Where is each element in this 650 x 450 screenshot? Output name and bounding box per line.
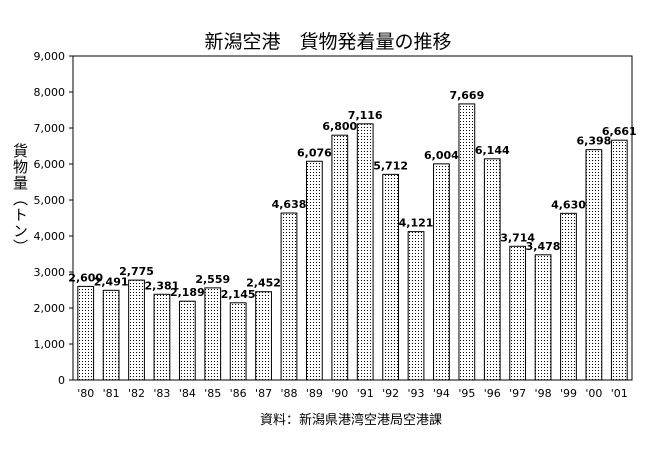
data-label: 6,661 (602, 125, 637, 138)
data-label: 6,076 (297, 146, 332, 159)
data-label: 2,600 (68, 271, 103, 284)
data-label: 2,491 (94, 275, 129, 288)
x-tick-label: '93 (408, 387, 425, 400)
y-tick-label: 3,000 (34, 266, 66, 279)
bar (204, 287, 222, 381)
data-label: 7,116 (348, 109, 383, 122)
y-tick-label: 1,000 (34, 338, 66, 351)
bar (128, 279, 145, 381)
data-label: 6,398 (576, 135, 611, 148)
x-tick-label: '91 (357, 387, 374, 400)
x-tick-label: '80 (77, 387, 94, 400)
data-label: 6,004 (424, 149, 459, 162)
y-tick-label: 4,000 (34, 230, 66, 243)
data-label: 4,121 (399, 217, 434, 230)
bar (178, 300, 196, 381)
data-label: 3,478 (526, 240, 561, 253)
y-tick-label: 7,000 (34, 122, 66, 135)
x-tick-label: '92 (382, 387, 399, 400)
y-tick-label: 9,000 (34, 50, 66, 63)
bar (483, 158, 501, 381)
x-tick-label: '87 (255, 387, 272, 400)
x-tick-label: '83 (153, 387, 170, 400)
data-label: 7,669 (449, 89, 484, 102)
bar (585, 149, 603, 381)
bar (433, 163, 450, 381)
x-tick-label: '89 (306, 387, 323, 400)
data-label: 3,714 (500, 231, 535, 244)
chart-title: 新潟空港 貨物発着量の推移 (204, 31, 451, 53)
x-tick-label: '88 (280, 387, 297, 400)
bar (229, 302, 247, 381)
bar (306, 160, 323, 381)
data-label: 6,800 (322, 120, 357, 133)
plot-frame (72, 55, 633, 381)
x-tick-label: '96 (484, 387, 501, 400)
bar (534, 254, 552, 381)
source-note: 資料：新潟県港湾空港局空港課 (260, 412, 442, 428)
y-axis-label: 貨物量（トン） (11, 143, 29, 255)
bar (356, 123, 374, 381)
data-label: 2,775 (119, 265, 154, 278)
y-tick-label: 2,000 (34, 302, 66, 315)
data-label: 4,638 (272, 198, 307, 211)
data-label: 2,559 (195, 273, 230, 286)
data-label: 4,630 (551, 198, 586, 211)
y-tick-label: 8,000 (34, 86, 66, 99)
x-tick-label: '94 (433, 387, 450, 400)
bar (255, 291, 272, 381)
bar (458, 103, 476, 381)
x-tick-label: '85 (204, 387, 221, 400)
bar (407, 231, 425, 381)
bar (509, 245, 527, 381)
data-label: 6,144 (475, 144, 510, 157)
bar (77, 285, 95, 381)
x-tick-label: '86 (230, 387, 247, 400)
data-label: 2,145 (221, 288, 256, 301)
x-tick-label: '84 (179, 387, 196, 400)
bar (382, 173, 399, 381)
bar (560, 212, 577, 381)
bar (610, 139, 628, 381)
x-tick-label: '00 (585, 387, 602, 400)
x-tick-label: '99 (560, 387, 577, 400)
bar (102, 289, 120, 381)
x-tick-label: '01 (611, 387, 628, 400)
bar (331, 134, 349, 381)
x-tick-label: '90 (331, 387, 348, 400)
x-tick-label: '82 (128, 387, 145, 400)
x-tick-label: '95 (458, 387, 475, 400)
x-tick-label: '97 (509, 387, 526, 400)
bar (280, 212, 298, 381)
y-tick-label: 5,000 (34, 194, 66, 207)
plot-area: 0 1,000 2,000 3,000 4,000 5,000 6,000 7,000 8,00… (34, 50, 637, 400)
x-tick-label: '98 (535, 387, 552, 400)
data-label: 2,452 (246, 277, 281, 290)
y-tick-label: 0 (58, 374, 65, 387)
data-label: 2,189 (170, 286, 205, 299)
x-tick-label: '81 (103, 387, 120, 400)
bar (153, 293, 171, 381)
data-label: 2,381 (145, 279, 180, 292)
data-label: 5,712 (373, 159, 408, 172)
y-tick-label: 6,000 (34, 158, 66, 171)
